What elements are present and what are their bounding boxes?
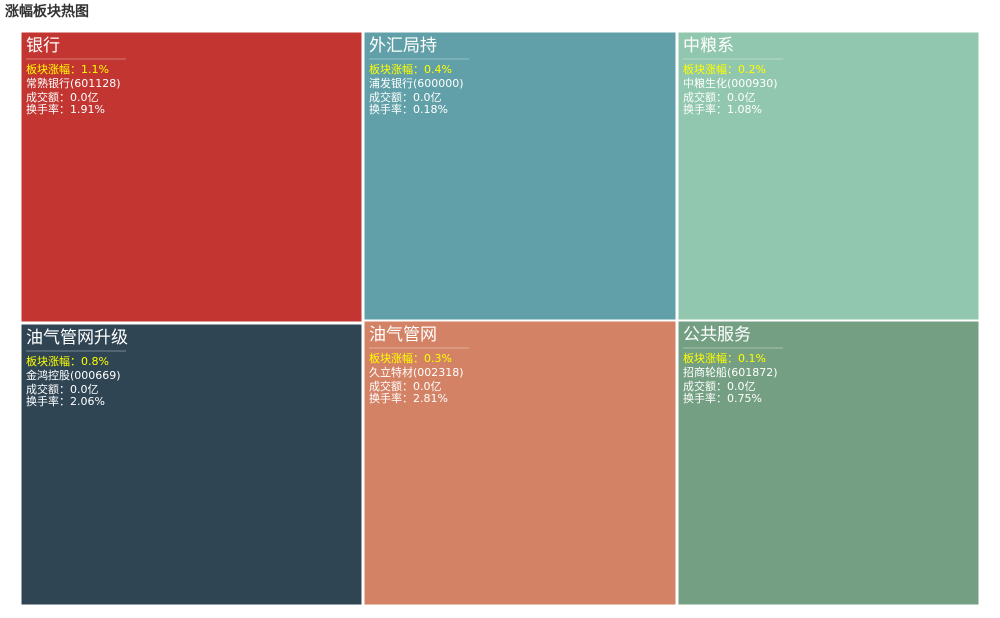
tile-name: 公共服务 [683,325,751,345]
title: 涨幅板块热图 [5,3,89,20]
tile[interactable]: 公共服务板块涨幅：0.1%招商轮船(601872)成交额：0.0亿换手率：0.7… [677,320,980,606]
tile-amount: 成交额：0.0亿 [683,379,756,393]
tile-amount: 成交额：0.0亿 [26,382,99,396]
tile-rect [20,31,363,323]
tile[interactable]: 油气管网板块涨幅：0.3%久立特材(002318)成交额：0.0亿换手率：2.8… [363,320,677,606]
tile-turnover: 换手率：0.18% [369,102,448,116]
tile[interactable]: 油气管网升级板块涨幅：0.8%金鸿控股(000669)成交额：0.0亿换手率：2… [20,323,363,606]
tile-turnover: 换手率：2.06% [26,394,105,408]
tile-rect [20,323,363,606]
tile-amount: 成交额：0.0亿 [369,379,442,393]
tile-change: 板块涨幅：1.1% [26,62,109,76]
tile-rect [363,31,677,321]
tile-change: 板块涨幅：0.2% [683,62,766,76]
tile-stock: 常熟银行(601128) [26,76,121,90]
tile-change: 板块涨幅：0.4% [369,62,452,76]
tile-name: 油气管网升级 [26,328,128,348]
tile-rect [677,320,980,606]
tile-turnover: 换手率：0.75% [683,391,762,405]
tile-name: 油气管网 [369,325,437,345]
tile-name: 银行 [26,36,60,56]
tile-stock: 招商轮船(601872) [683,365,778,379]
tile-rect [363,320,677,606]
tile-turnover: 换手率：1.91% [26,102,105,116]
tile-change: 板块涨幅：0.3% [369,351,452,365]
tile-name: 中粮系 [683,36,734,56]
tile-amount: 成交额：0.0亿 [369,90,442,104]
tile-stock: 中粮生化(000930) [683,76,778,90]
tile-stock: 金鸿控股(000669) [26,368,121,382]
tile-amount: 成交额：0.0亿 [683,90,756,104]
tile-turnover: 换手率：1.08% [683,102,762,116]
tile-name: 外汇局持 [369,36,437,56]
tile-stock: 浦发银行(600000) [369,76,464,90]
tile-change: 板块涨幅：0.1% [683,351,766,365]
tile-change: 板块涨幅：0.8% [26,354,109,368]
tile-rect [677,31,980,321]
tile[interactable]: 外汇局持板块涨幅：0.4%浦发银行(600000)成交额：0.0亿换手率：0.1… [363,31,677,321]
tile-stock: 久立特材(002318) [369,365,464,379]
tile-amount: 成交额：0.0亿 [26,90,99,104]
tile-turnover: 换手率：2.81% [369,391,448,405]
tile[interactable]: 中粮系板块涨幅：0.2%中粮生化(000930)成交额：0.0亿换手率：1.08… [677,31,980,321]
